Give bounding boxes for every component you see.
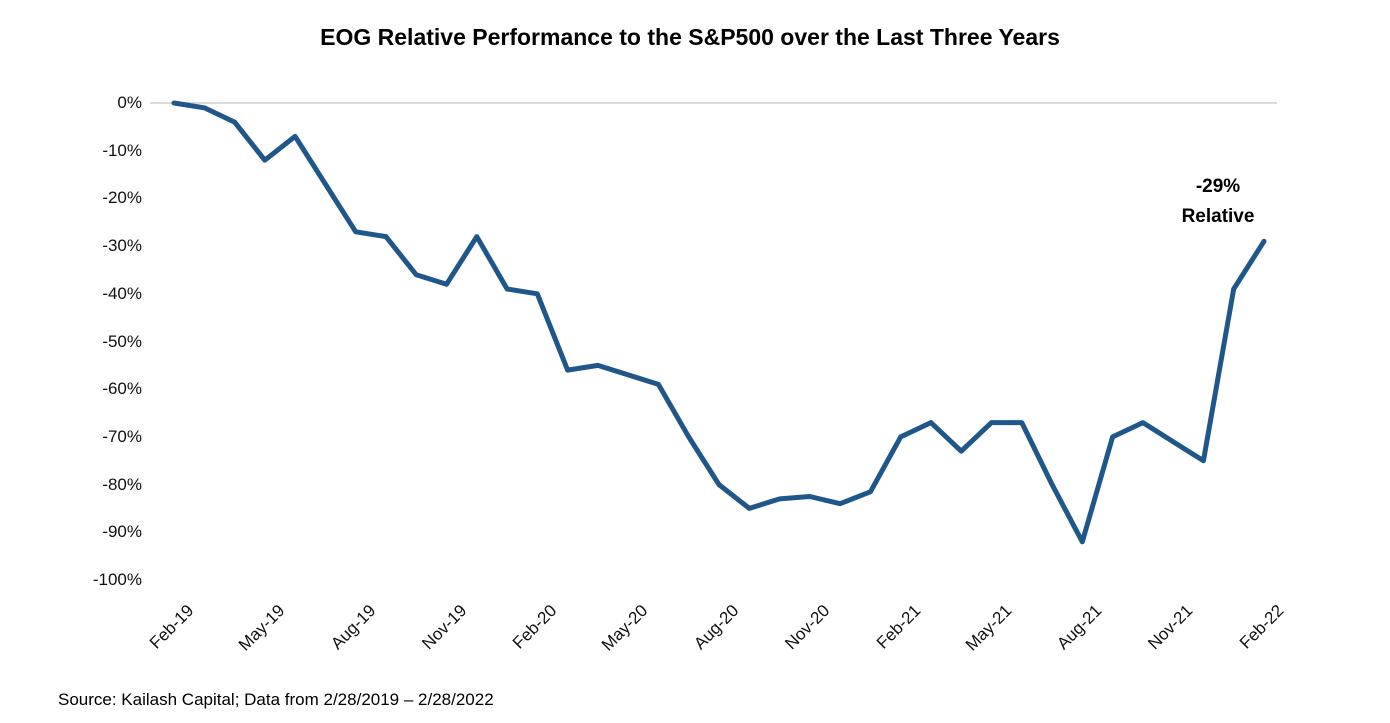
y-axis-tick-label: -100% (92, 570, 142, 589)
y-axis-tick-label: -50% (102, 331, 142, 351)
y-axis-tick-label: -10% (102, 140, 142, 160)
data-label-annotation: -29% Relative (1150, 172, 1286, 232)
chart-title: EOG Relative Performance to the S&P500 o… (320, 24, 1060, 50)
performance-line-series (171, 100, 1267, 545)
y-axis-tick-label: -30% (102, 236, 142, 256)
y-axis-tick-label: -60% (102, 379, 142, 399)
y-axis-tick-label: -90% (102, 522, 142, 542)
y-axis-tick-label: -20% (102, 188, 142, 208)
y-axis-tick-label: 0% (117, 93, 142, 112)
annotation-value: -29% (1195, 176, 1241, 197)
y-axis-tick-label: -40% (102, 283, 142, 303)
annotation-caption: Relative (1181, 206, 1255, 227)
y-axis-tick-label: -80% (102, 474, 142, 494)
source-note: Source: Kailash Capital; Data from 2/28/… (58, 690, 494, 709)
y-axis-tick-label: -70% (102, 426, 142, 446)
